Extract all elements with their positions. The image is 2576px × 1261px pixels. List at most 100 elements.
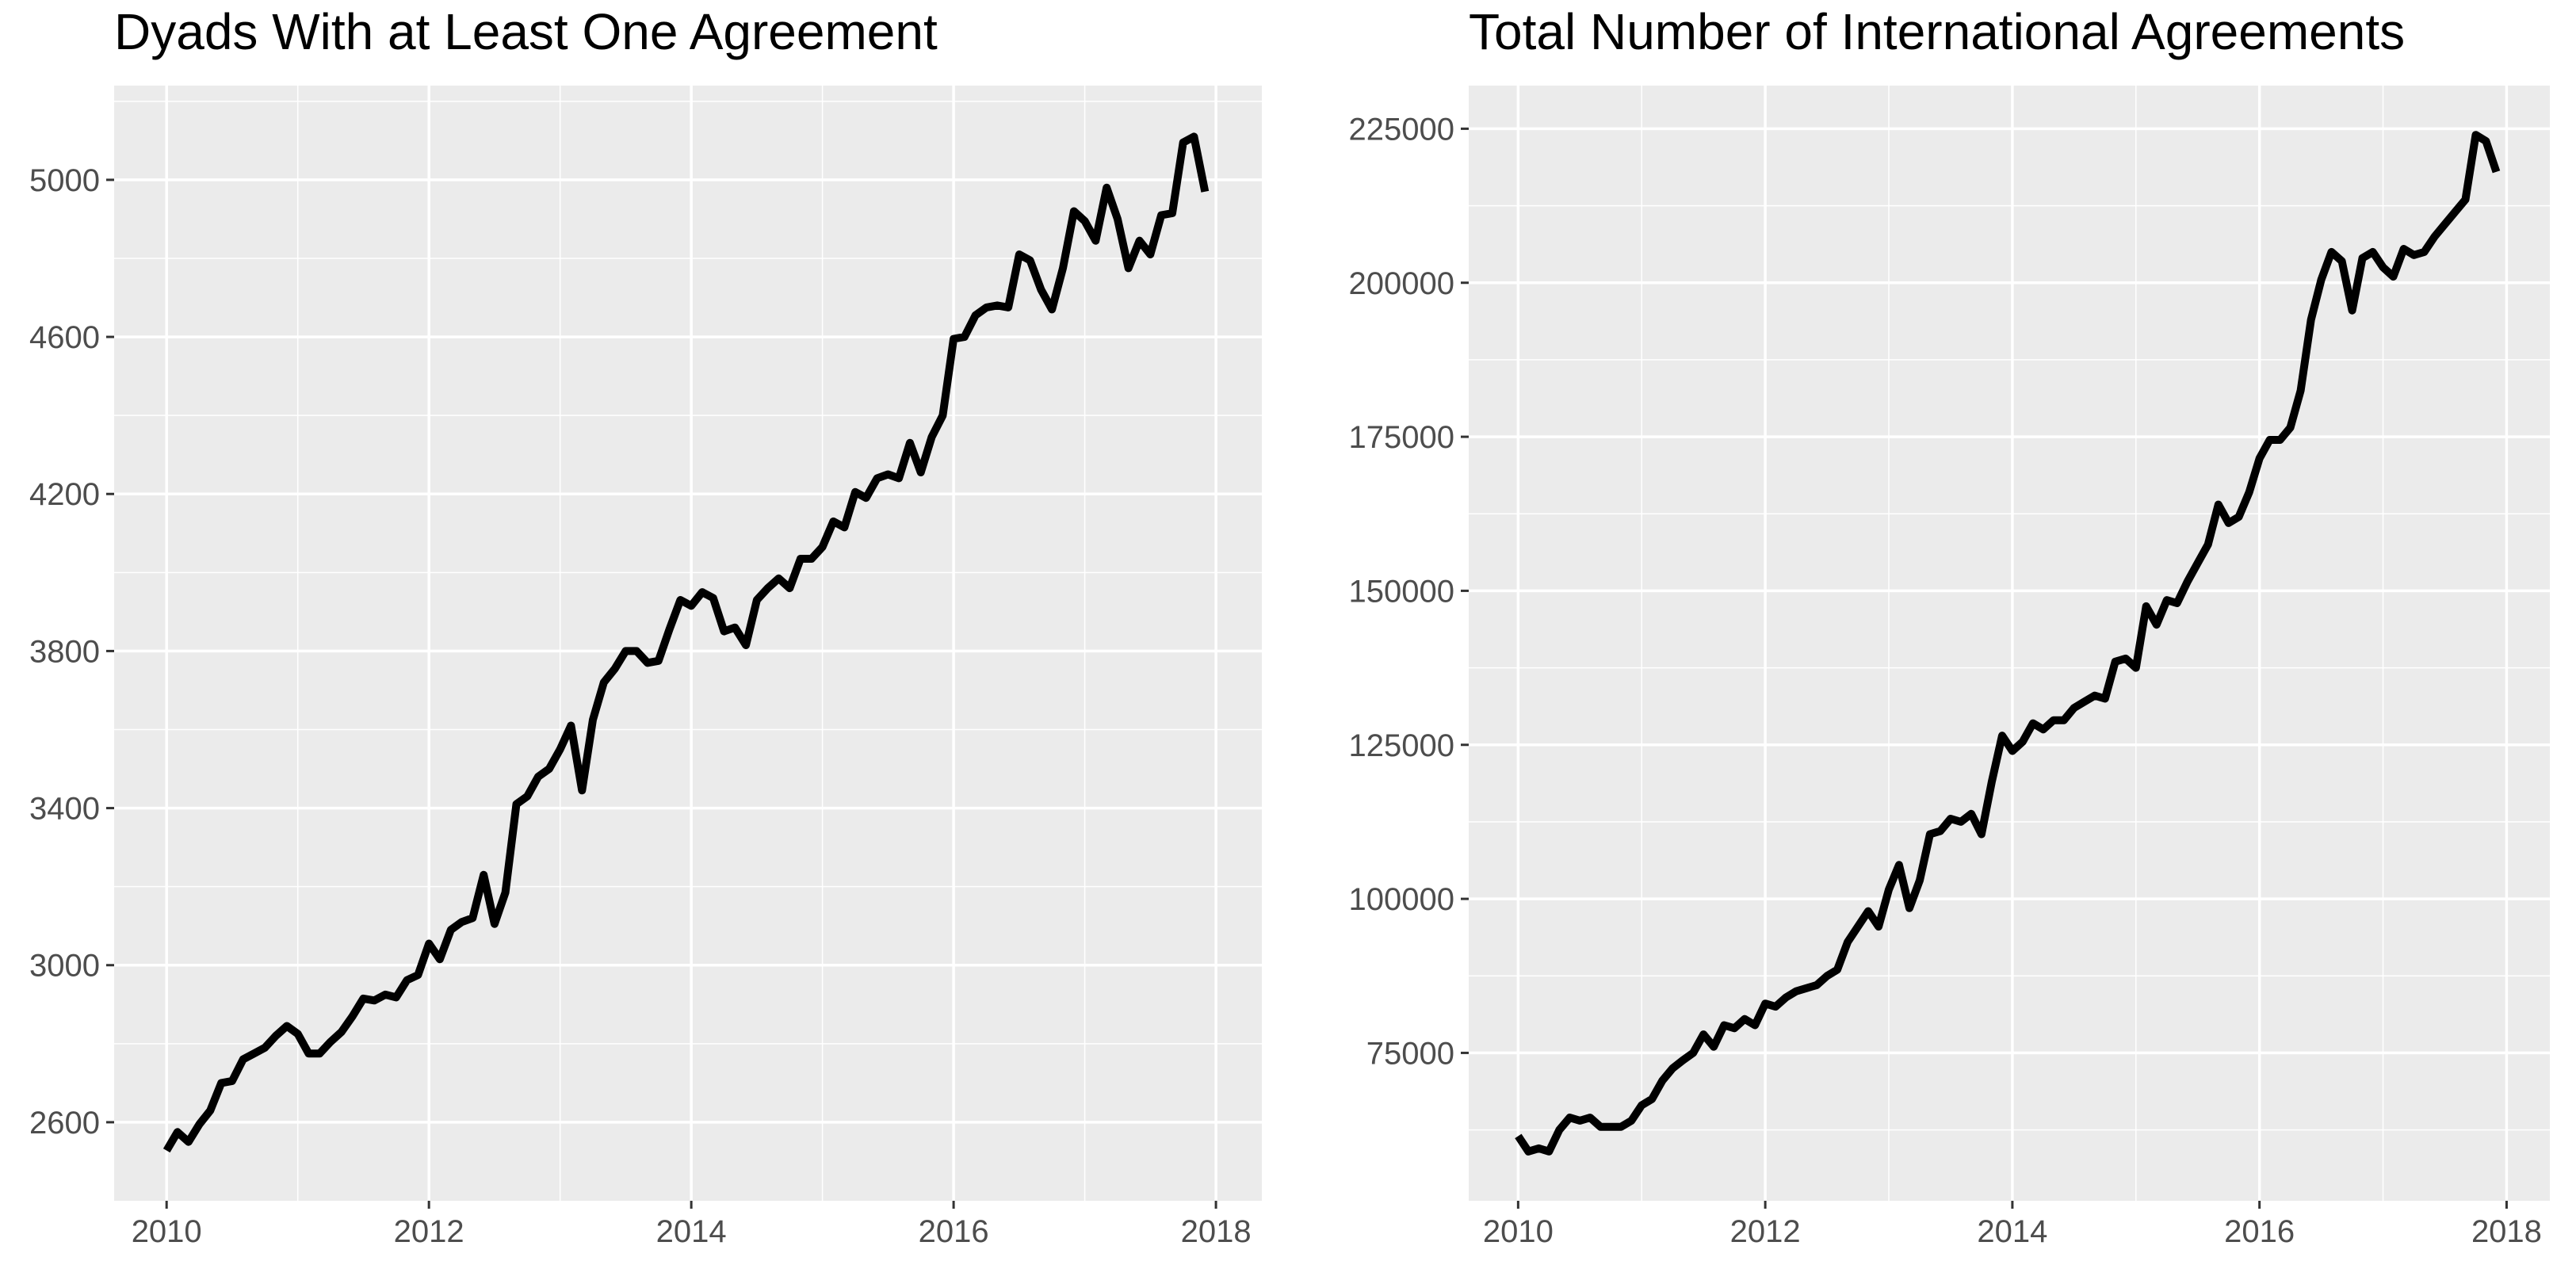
dyads-series-line (162, 132, 1210, 1153)
dyads-data-point (494, 923, 495, 924)
agreements-data-point (1559, 1129, 1560, 1130)
agreements-data-point (1786, 997, 1787, 998)
agreements-data-point (1734, 1028, 1735, 1029)
agreements-data-point (2022, 741, 2023, 742)
agreements-data-point (1528, 1151, 1529, 1152)
agreements-plot-svg: 2010 2012 2014 2016 2018 75000 100000 125000 150… (1349, 86, 2550, 1249)
chart-title-dyads: Dyads With at Least One Agreement (114, 3, 938, 60)
agreements-y-tick-label: 75000 (1366, 1036, 1454, 1071)
dyads-data-point (505, 892, 506, 893)
dyads-data-point (614, 668, 615, 669)
dyads-data-point (276, 1035, 277, 1036)
dyads-data-point (527, 796, 528, 797)
agreements-data-point (1960, 821, 1961, 822)
dyads-data-point (166, 1150, 167, 1151)
agreements-data-point (1724, 1025, 1725, 1026)
dyads-data-point (319, 1053, 320, 1054)
dyads-data-point (548, 769, 549, 770)
dyads-data-point (789, 588, 790, 589)
chart-panel-dyads: 2010 2012 2014 2016 2018 2600 3000 3400 3800 4200… (29, 3, 1262, 1249)
agreements-data-point (2475, 135, 2476, 136)
dyads-data-point (855, 491, 856, 492)
dyads-data-point (636, 651, 637, 652)
dyads-data-point (1052, 309, 1053, 310)
agreements-data-point (1765, 1003, 1766, 1004)
agreements-data-point (1600, 1126, 1601, 1127)
agreements-data-point (2259, 458, 2260, 459)
dyads-data-point (986, 307, 987, 308)
agreements-data-point (2403, 249, 2404, 250)
dyads-data-point (231, 1080, 232, 1081)
agreements-data-point (2228, 522, 2229, 523)
dyads-data-point (1150, 254, 1151, 255)
agreements-data-point (2341, 261, 2342, 262)
agreements-y-tick-label: 175000 (1349, 420, 1454, 455)
dyads-data-point (844, 527, 845, 528)
dyads-x-tick-label: 2012 (394, 1214, 464, 1249)
agreements-data-point (1621, 1126, 1622, 1127)
dyads-x-tick-label: 2010 (132, 1214, 202, 1249)
dyads-x-tick-label: 2014 (656, 1214, 727, 1249)
agreements-data-point (2269, 440, 2270, 441)
dyads-plot-svg: 2010 2012 2014 2016 2018 2600 3000 3400 3800 4200… (29, 86, 1262, 1249)
dyads-data-point (341, 1032, 342, 1033)
agreements-data-point (1981, 834, 1982, 835)
agreements-y-tick-label: 225000 (1349, 112, 1454, 147)
dyads-data-point (582, 790, 583, 791)
agreements-data-point (2424, 251, 2425, 252)
agreements-x-tick-label: 2018 (2471, 1214, 2542, 1249)
dyads-data-point (658, 660, 659, 661)
dyads-data-point (308, 1053, 309, 1054)
agreements-x-tick-label: 2010 (1483, 1214, 1554, 1249)
dyads-data-point (363, 998, 364, 999)
dyads-data-point (767, 588, 768, 589)
agreements-data-point (2290, 427, 2291, 428)
agreements-data-point (1898, 865, 1899, 866)
agreements-y-tick-label: 200000 (1349, 266, 1454, 301)
agreements-data-point (1920, 880, 1921, 881)
dyads-data-point (1128, 268, 1129, 269)
dyads-data-point (735, 627, 736, 628)
dyads-data-point (1205, 191, 1206, 192)
dyads-data-point (352, 1016, 353, 1017)
dyads-data-point (822, 547, 823, 548)
dyads-data-point (418, 975, 419, 976)
dyads-data-point (910, 442, 911, 443)
agreements-data-point (2073, 708, 2074, 709)
dyads-data-point (701, 592, 702, 593)
agreements-data-point (2135, 667, 2136, 668)
agreements-data-point (2465, 199, 2466, 200)
agreements-data-point (1755, 1025, 1756, 1026)
dyads-data-point (964, 337, 965, 338)
agreements-data-point (1889, 889, 1890, 890)
agreements-y-tick-label: 100000 (1349, 882, 1454, 917)
dyads-data-point (942, 415, 943, 416)
agreements-data-point (2125, 658, 2126, 659)
dyads-data-point (997, 305, 998, 306)
agreements-series-line (1515, 131, 2501, 1156)
dyads-data-point (265, 1047, 266, 1048)
dyads-data-point (669, 629, 670, 630)
dyads-x-tick-label: 2016 (919, 1214, 989, 1249)
dyads-data-point (1063, 268, 1064, 269)
agreements-data-point (2166, 600, 2167, 601)
chart-title-agreements: Total Number of International Agreements (1469, 3, 2406, 60)
agreements-data-point (2094, 695, 2095, 696)
agreements-data-point (2238, 517, 2239, 518)
dyads-data-point (1073, 211, 1074, 212)
dyads-data-point (1084, 220, 1085, 221)
chart-panel-agreements: 2010 2012 2014 2016 2018 75000 100000 125000 150… (1288, 0, 2576, 1261)
dyads-data-point (899, 478, 900, 479)
agreements-y-tick-label: 125000 (1349, 728, 1454, 763)
dyads-data-point (1008, 307, 1009, 308)
dyads-data-point (625, 651, 626, 652)
dyads-data-point (746, 645, 747, 646)
agreements-data-point (2310, 319, 2311, 320)
dyads-data-point (374, 1000, 375, 1001)
agreements-data-point (2434, 236, 2435, 237)
dyads-data-point (1106, 187, 1107, 188)
dyads-y-tick-label: 2600 (29, 1106, 100, 1141)
agreements-data-point (2197, 563, 2198, 564)
dyads-data-point (1139, 240, 1140, 241)
agreements-data-point (1971, 813, 1972, 814)
